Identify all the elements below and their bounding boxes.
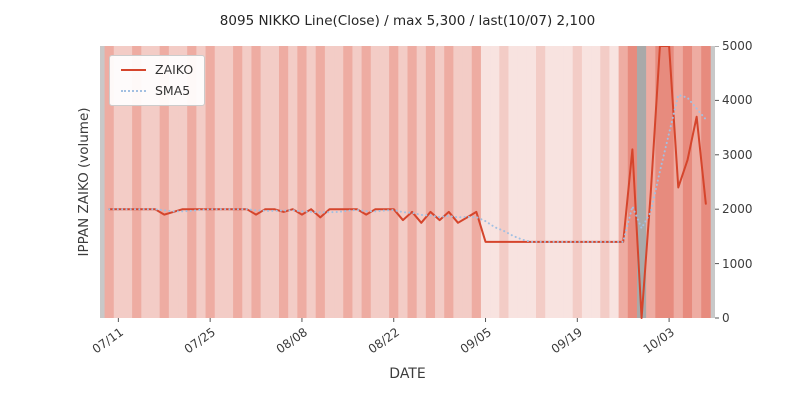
- x-tick-label: 10/03: [640, 325, 678, 357]
- y-tick-label: 4000: [722, 93, 753, 108]
- legend-label-zaiko: ZAIKO: [155, 62, 194, 77]
- chart-title: 8095 NIKKO Line(Close) / max 5,300 / las…: [219, 13, 596, 29]
- y-axis-label: IPPAN ZAIKO (volume): [76, 107, 92, 257]
- sma5-line-swatch: [121, 90, 146, 92]
- y-tick-label: 3000: [722, 147, 753, 162]
- legend-label-sma5: SMA5: [155, 83, 191, 98]
- zaiko-line-swatch: [121, 69, 146, 71]
- x-tick-label: 09/05: [457, 325, 494, 357]
- legend-item-sma5: SMA5: [121, 84, 193, 98]
- x-tick-label: 07/25: [181, 325, 219, 357]
- x-tick-label: 07/11: [90, 325, 127, 357]
- y-tick-label: 2000: [722, 202, 753, 217]
- x-axis-label: DATE: [389, 366, 426, 382]
- legend-item-zaiko: ZAIKO: [121, 63, 193, 77]
- x-tick-label: 08/22: [365, 325, 402, 357]
- plot-svg: [100, 45, 719, 322]
- y-tick-label: 0: [722, 311, 730, 325]
- x-tick-label: 08/08: [273, 325, 310, 357]
- x-tick-label: 09/19: [548, 325, 586, 357]
- legend: ZAIKO SMA5: [109, 55, 206, 106]
- y-tick-label: 1000: [722, 256, 753, 271]
- plot-area: [100, 45, 722, 328]
- y-tick-label: 5000: [722, 39, 753, 53]
